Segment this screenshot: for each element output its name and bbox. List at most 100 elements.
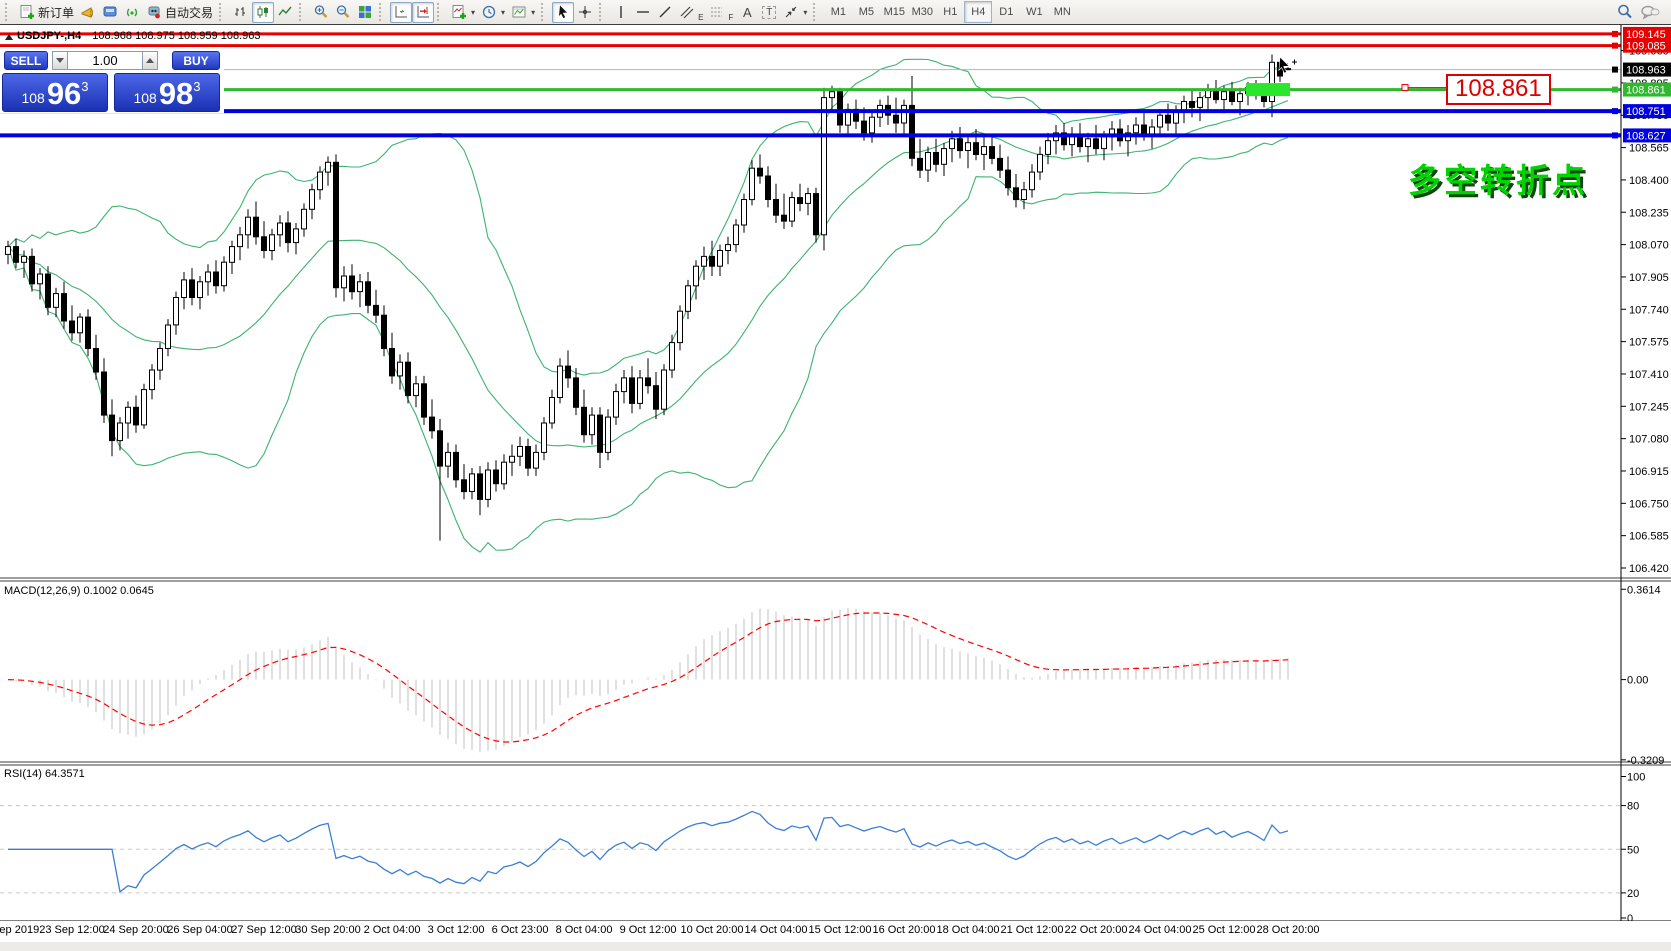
turning-point-note[interactable]: 多空转折点	[1408, 162, 1588, 199]
one-click-collapse-button[interactable]	[5, 34, 13, 40]
chevron-down-icon: ▾	[803, 7, 808, 17]
sell-button[interactable]: SELL	[4, 51, 48, 70]
zoom-out-button[interactable]	[332, 2, 354, 23]
time-axis-label: 6 Oct 23:00	[491, 924, 549, 936]
macd-indicator-label: MACD(12,26,9) 0.1002 0.0645	[4, 585, 154, 597]
price-scale-label: 107.410	[1629, 369, 1669, 381]
horizontal-line-button[interactable]	[632, 2, 654, 23]
toolbar-grip[interactable]	[5, 3, 12, 21]
price-tag	[1623, 104, 1671, 119]
time-axis-label: 2 Oct 04:00	[363, 924, 421, 936]
timeframe-m1-button[interactable]: M1	[830, 6, 846, 18]
sell-price-box[interactable]: 108 96 3	[2, 73, 108, 112]
timeframe-w1-button[interactable]: W1	[1026, 6, 1043, 18]
arrows-button[interactable]: ▾	[780, 2, 810, 23]
timeframe-m15-button[interactable]: M15	[883, 6, 906, 18]
channel-icon	[679, 4, 695, 20]
buy-button[interactable]: BUY	[172, 51, 220, 70]
timeframe-m5-button[interactable]: M5	[858, 6, 874, 18]
time-axis-label: 16 Oct 20:00	[872, 924, 936, 936]
line-chart-button[interactable]	[274, 2, 296, 23]
candlestick-chart-icon	[255, 4, 271, 20]
timeframe-h4-button[interactable]: H4	[964, 1, 993, 23]
candlestick-chart-button[interactable]	[252, 1, 275, 23]
price-scale-label: 106.750	[1629, 498, 1669, 510]
price-tag-marker	[1612, 86, 1618, 93]
crosshair-button[interactable]	[574, 2, 596, 23]
auto-scroll-icon	[393, 4, 409, 20]
label-button[interactable]: T	[758, 2, 780, 23]
cursor-button[interactable]	[552, 1, 575, 23]
price-scale-label: 107.740	[1629, 304, 1669, 316]
metaeditor-icon	[102, 4, 118, 20]
timeframe-mn-button[interactable]: MN	[1053, 6, 1071, 18]
chat-button[interactable]	[1637, 2, 1663, 23]
rsi-scale-label: 0	[1627, 913, 1633, 921]
tile-windows-icon	[357, 4, 373, 20]
chart-region: 109.060108.895108.730108.565108.400108.2…	[0, 25, 1671, 951]
chart-title: USDJPY-,H4 108.968 108.975 108.959 108.9…	[17, 30, 260, 42]
triangle-up-icon	[146, 58, 154, 63]
price-tag	[1623, 82, 1671, 97]
trendline-button[interactable]	[654, 2, 676, 23]
time-axis-label: 3 Oct 12:00	[427, 924, 485, 936]
chart-shift-button[interactable]	[412, 1, 435, 23]
toolbar-grip[interactable]	[299, 3, 306, 21]
chevron-down-icon: ▾	[471, 7, 476, 17]
fibonacci-button[interactable]: F	[706, 2, 736, 23]
toolbar-grip[interactable]	[813, 3, 820, 21]
zoom-in-button[interactable]	[310, 2, 332, 23]
templates-icon	[511, 4, 527, 20]
toolbar-grip[interactable]	[379, 3, 386, 21]
timeframe-h1-button[interactable]: H1	[943, 6, 958, 18]
price-tag	[1623, 26, 1671, 41]
price-tag	[1623, 62, 1671, 77]
zoom-in-icon	[313, 4, 329, 20]
price-annotation-box[interactable]: 108.861	[1446, 74, 1551, 105]
vertical-line-button[interactable]	[610, 2, 632, 23]
megaphone-icon	[80, 4, 96, 20]
autotrading-label: 自动交易	[165, 5, 214, 20]
text-button[interactable]: A	[736, 2, 758, 23]
channel-button[interactable]: E	[676, 2, 706, 23]
periods-button[interactable]: ▾	[478, 2, 508, 23]
volume-input[interactable]	[68, 51, 142, 70]
price-tag	[1623, 38, 1671, 53]
toolbar-grip[interactable]	[599, 3, 606, 21]
new-order-button[interactable]: 新订单	[16, 2, 77, 23]
autotrading-button[interactable]: 自动交易	[143, 2, 216, 23]
time-axis-label: 22 Oct 20:00	[1064, 924, 1128, 936]
channel-letter: E	[698, 12, 704, 22]
toolbar-grip[interactable]	[219, 3, 226, 21]
volume-increase-button[interactable]	[142, 51, 158, 70]
bottom-strip	[0, 942, 1671, 951]
megaphone-button[interactable]	[77, 2, 99, 23]
indicators-button[interactable]: ▾	[448, 2, 478, 23]
indicators-icon	[451, 4, 467, 20]
bar-chart-button[interactable]	[230, 2, 252, 23]
buy-price-box[interactable]: 108 98 3	[114, 73, 220, 112]
rsi-scale-label: 50	[1627, 844, 1639, 856]
highlight-segment	[1246, 83, 1290, 97]
sell-price-prefix: 108	[21, 90, 45, 106]
chart-canvas[interactable]: 109.060108.895108.730108.565108.400108.2…	[0, 25, 1671, 921]
price-tag-label: 108.861	[1626, 85, 1666, 97]
tile-windows-button[interactable]	[354, 2, 376, 23]
templates-button[interactable]: ▾	[508, 2, 538, 23]
macd-histogram	[15, 607, 1289, 753]
auto-scroll-button[interactable]	[390, 1, 413, 23]
time-axis-label: 24 Oct 04:00	[1128, 924, 1192, 936]
toolbar-grip[interactable]	[541, 3, 548, 21]
volume-decrease-button[interactable]	[52, 51, 68, 70]
time-axis-label: 26 Sep 04:00	[167, 924, 233, 936]
time-axis-label: 24 Sep 20:00	[103, 924, 169, 936]
timeframe-m30-button[interactable]: M30	[911, 6, 934, 18]
toolbar-grip[interactable]	[437, 3, 444, 21]
search-button[interactable]	[1613, 2, 1637, 23]
signals-button[interactable]	[121, 2, 143, 23]
price-scale-label: 107.245	[1629, 401, 1669, 413]
metaeditor-button[interactable]	[99, 2, 121, 23]
timeframe-d1-button[interactable]: D1	[999, 6, 1014, 18]
